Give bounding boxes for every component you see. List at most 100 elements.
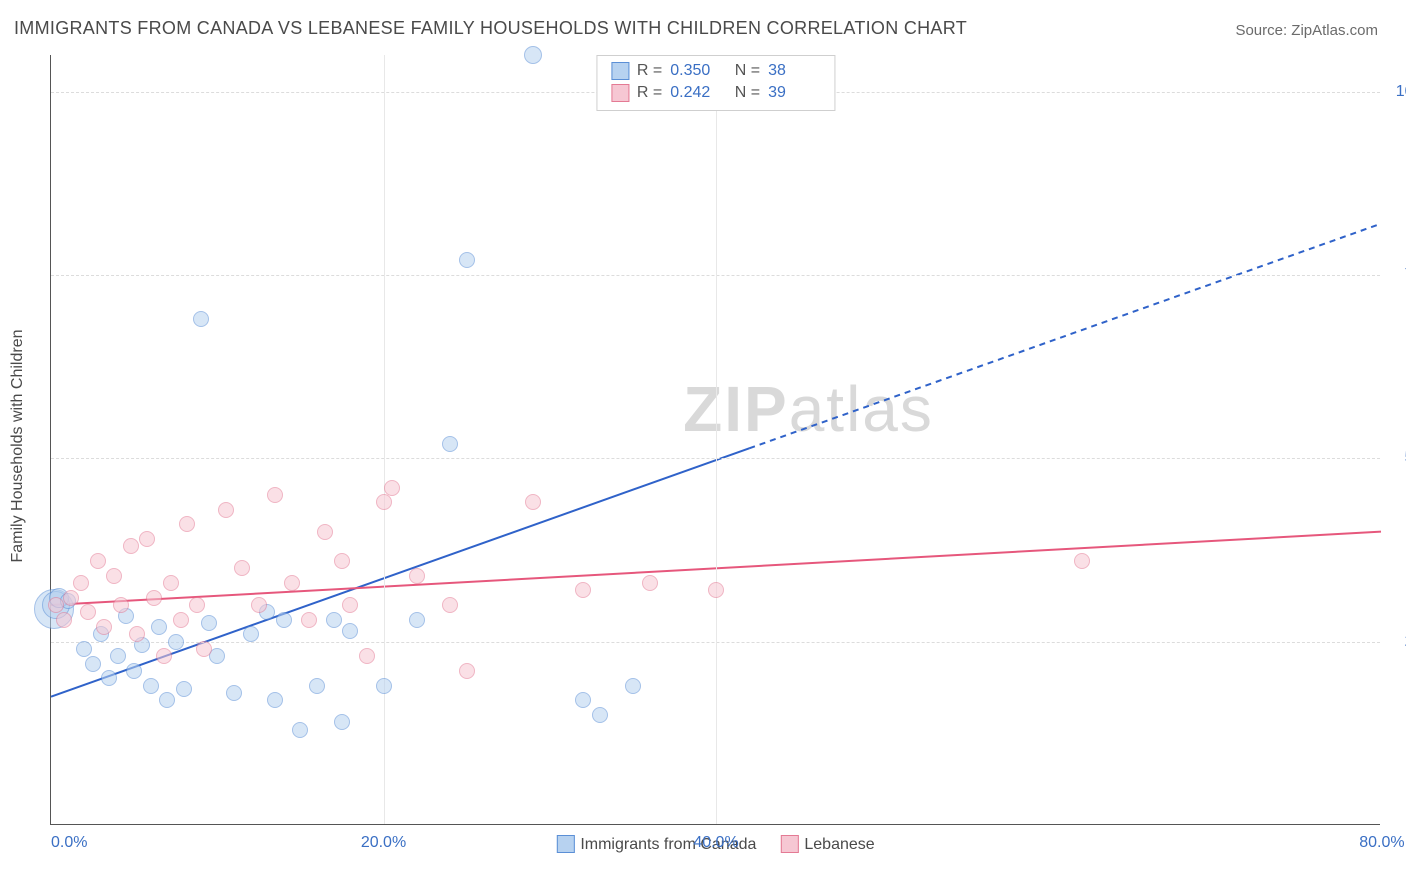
scatter-point <box>342 623 358 639</box>
scatter-point <box>442 436 458 452</box>
scatter-point <box>168 634 184 650</box>
scatter-point <box>189 597 205 613</box>
scatter-point <box>63 590 79 606</box>
legend-n-value: 38 <box>768 62 820 80</box>
scatter-point <box>267 692 283 708</box>
scatter-point <box>218 502 234 518</box>
chart-title: IMMIGRANTS FROM CANADA VS LEBANESE FAMIL… <box>14 18 967 39</box>
scatter-point <box>342 597 358 613</box>
legend-n-value: 39 <box>768 84 820 102</box>
scatter-point <box>317 524 333 540</box>
scatter-point <box>196 641 212 657</box>
scatter-point <box>73 575 89 591</box>
scatter-point <box>276 612 292 628</box>
scatter-point <box>1074 553 1090 569</box>
scatter-point <box>708 582 724 598</box>
scatter-point <box>292 722 308 738</box>
scatter-point <box>113 597 129 613</box>
legend-r-value: 0.350 <box>670 62 722 80</box>
scatter-point <box>642 575 658 591</box>
scatter-point <box>179 516 195 532</box>
scatter-point <box>524 46 542 64</box>
scatter-point <box>384 480 400 496</box>
scatter-point <box>85 656 101 672</box>
scatter-point <box>359 648 375 664</box>
scatter-point <box>129 626 145 642</box>
scatter-point <box>48 597 64 613</box>
legend-swatch <box>556 835 574 853</box>
legend-r-label: R = <box>637 84 662 102</box>
legend-stat-row: R = 0.242 N = 39 <box>611 82 820 104</box>
scatter-point <box>243 626 259 642</box>
scatter-point <box>101 670 117 686</box>
scatter-point <box>409 612 425 628</box>
scatter-point <box>226 685 242 701</box>
legend-n-label: N = <box>730 84 760 102</box>
scatter-point <box>156 648 172 664</box>
legend-swatch <box>780 835 798 853</box>
scatter-point <box>173 612 189 628</box>
legend-swatch <box>611 84 629 102</box>
scatter-point <box>201 615 217 631</box>
scatter-point <box>267 487 283 503</box>
scatter-point <box>376 494 392 510</box>
scatter-point <box>326 612 342 628</box>
scatter-point <box>592 707 608 723</box>
scatter-point <box>442 597 458 613</box>
y-tick-label: 100.0% <box>1390 83 1406 101</box>
scatter-point <box>80 604 96 620</box>
scatter-point <box>96 619 112 635</box>
scatter-point <box>90 553 106 569</box>
gridline-v <box>384 55 385 824</box>
scatter-point <box>56 612 72 628</box>
legend-r-value: 0.242 <box>670 84 722 102</box>
scatter-point <box>163 575 179 591</box>
legend-r-label: R = <box>637 62 662 80</box>
scatter-point <box>143 678 159 694</box>
scatter-point <box>575 692 591 708</box>
legend-correlation-box: R = 0.350 N = 38 R = 0.242 N = 39 <box>596 55 835 111</box>
x-tick-label: 0.0% <box>51 834 87 852</box>
scatter-point <box>176 681 192 697</box>
scatter-point <box>146 590 162 606</box>
scatter-point <box>459 663 475 679</box>
gridline-v <box>716 55 717 824</box>
scatter-point <box>459 252 475 268</box>
x-tick-label: 40.0% <box>693 834 738 852</box>
y-tick-label: 25.0% <box>1390 633 1406 651</box>
legend-swatch <box>611 62 629 80</box>
scatter-point <box>110 648 126 664</box>
scatter-point <box>159 692 175 708</box>
x-tick-label: 20.0% <box>361 834 406 852</box>
scatter-point <box>301 612 317 628</box>
plot-area: ZIPatlas R =0.350 N =38R =0.242 N =39 Im… <box>50 55 1380 825</box>
trendline <box>749 224 1381 449</box>
scatter-point <box>525 494 541 510</box>
scatter-point <box>284 575 300 591</box>
legend-stat-row: R = 0.350 N = 38 <box>611 60 820 82</box>
x-tick-label: 80.0% <box>1359 834 1404 852</box>
scatter-point <box>151 619 167 635</box>
source-attribution: Source: ZipAtlas.com <box>1235 22 1378 39</box>
scatter-point <box>193 311 209 327</box>
y-tick-label: 75.0% <box>1390 266 1406 284</box>
scatter-point <box>309 678 325 694</box>
legend-series-item: Lebanese <box>780 835 874 854</box>
scatter-point <box>625 678 641 694</box>
scatter-point <box>376 678 392 694</box>
scatter-point <box>334 553 350 569</box>
y-tick-label: 50.0% <box>1390 449 1406 467</box>
y-axis-label: Family Households with Children <box>9 330 27 563</box>
scatter-point <box>139 531 155 547</box>
scatter-point <box>409 568 425 584</box>
scatter-point <box>123 538 139 554</box>
scatter-point <box>126 663 142 679</box>
legend-series-label: Lebanese <box>804 836 874 853</box>
scatter-point <box>575 582 591 598</box>
scatter-point <box>106 568 122 584</box>
legend-n-label: N = <box>730 62 760 80</box>
scatter-point <box>334 714 350 730</box>
scatter-point <box>76 641 92 657</box>
scatter-point <box>234 560 250 576</box>
scatter-point <box>251 597 267 613</box>
